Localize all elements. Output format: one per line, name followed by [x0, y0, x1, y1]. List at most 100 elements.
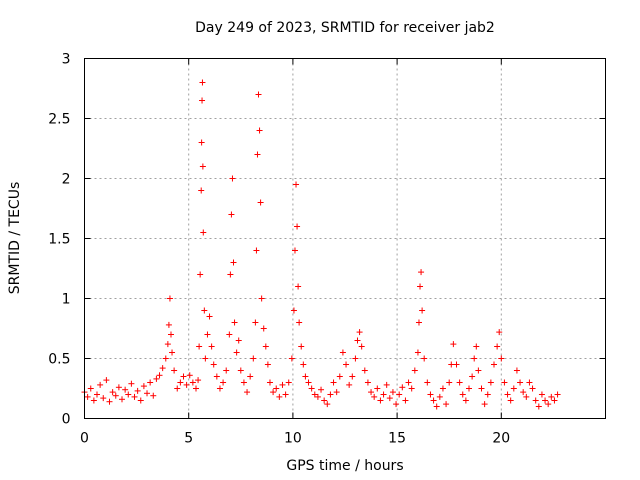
data-point: [200, 229, 207, 236]
data-point: [260, 325, 267, 332]
data-point: [542, 397, 549, 404]
data-point: [496, 329, 503, 336]
data-point: [523, 393, 530, 400]
data-point: [144, 390, 151, 397]
data-point: [538, 391, 545, 398]
data-point: [153, 375, 160, 382]
data-point: [186, 372, 193, 379]
data-point: [226, 331, 233, 338]
data-point: [180, 373, 187, 380]
data-point: [228, 211, 235, 218]
x-tick-label: 10: [284, 431, 302, 447]
data-point: [134, 387, 141, 394]
data-point: [393, 401, 400, 408]
data-point: [171, 367, 178, 374]
data-point: [349, 373, 356, 380]
data-point: [247, 373, 254, 380]
data-point: [122, 386, 129, 393]
data-point: [237, 367, 244, 374]
data-point: [374, 385, 381, 392]
data-point: [293, 181, 300, 188]
data-point: [456, 379, 463, 386]
data-point: [314, 393, 321, 400]
data-point: [545, 401, 552, 408]
data-point: [257, 199, 264, 206]
data-point: [240, 379, 247, 386]
data-point: [430, 397, 437, 404]
data-point: [196, 343, 203, 350]
data-point: [183, 381, 190, 388]
data-point: [87, 385, 94, 392]
data-point: [290, 307, 297, 314]
data-point: [308, 385, 315, 392]
data-point: [288, 355, 295, 362]
data-point: [103, 377, 110, 384]
data-point: [414, 349, 421, 356]
data-point: [227, 271, 234, 278]
data-point: [244, 389, 251, 396]
data-point: [520, 389, 527, 396]
data-point: [254, 151, 261, 158]
data-point: [439, 385, 446, 392]
data-point: [421, 355, 428, 362]
data-point: [162, 355, 169, 362]
data-point: [197, 271, 204, 278]
data-point: [494, 343, 501, 350]
data-point: [526, 379, 533, 386]
data-point: [418, 269, 425, 276]
data-point: [140, 383, 147, 390]
data-point: [253, 247, 260, 254]
data-point: [106, 398, 113, 405]
data-point: [94, 391, 101, 398]
data-point: [443, 401, 450, 408]
data-point: [84, 393, 91, 400]
data-point: [471, 355, 478, 362]
data-point: [199, 79, 206, 86]
data-point: [206, 313, 213, 320]
data-point: [380, 391, 387, 398]
y-tick-label: 3: [62, 52, 71, 68]
data-point: [230, 259, 237, 266]
data-point: [252, 319, 259, 326]
data-point: [361, 367, 368, 374]
data-point: [446, 379, 453, 386]
data-point: [318, 386, 325, 393]
data-point: [279, 381, 286, 388]
data-point: [532, 397, 539, 404]
data-point: [358, 343, 365, 350]
data-point: [399, 384, 406, 391]
data-point: [264, 361, 271, 368]
data-point: [199, 163, 206, 170]
data-point: [354, 337, 361, 344]
data-point: [389, 389, 396, 396]
data-point: [535, 403, 542, 410]
data-point: [368, 389, 375, 396]
data-point: [501, 379, 508, 386]
data-point: [305, 379, 312, 386]
data-point: [436, 393, 443, 400]
data-point: [321, 397, 328, 404]
data-point: [276, 393, 283, 400]
data-point: [147, 379, 154, 386]
data-point: [159, 365, 166, 372]
data-point: [386, 395, 393, 402]
data-point: [213, 373, 220, 380]
data-point: [411, 367, 418, 374]
data-point: [419, 307, 426, 314]
axis-ticks: 0 5 10 15 20 0 0.5 1 1.5 2 2.5 3: [48, 52, 606, 447]
data-point: [258, 295, 265, 302]
data-point: [510, 385, 517, 392]
y-tick-label: 0.5: [48, 352, 70, 368]
data-points: [81, 79, 561, 410]
data-point: [192, 385, 199, 392]
data-point: [302, 373, 309, 380]
data-point: [131, 393, 138, 400]
data-point: [346, 381, 353, 388]
chart-title: Day 249 of 2023, SRMTID for receiver jab…: [195, 20, 495, 36]
data-point: [504, 391, 511, 398]
data-point: [424, 379, 431, 386]
data-point: [481, 401, 488, 408]
data-point: [491, 361, 498, 368]
data-point: [448, 361, 455, 368]
x-tick-label: 20: [492, 431, 510, 447]
